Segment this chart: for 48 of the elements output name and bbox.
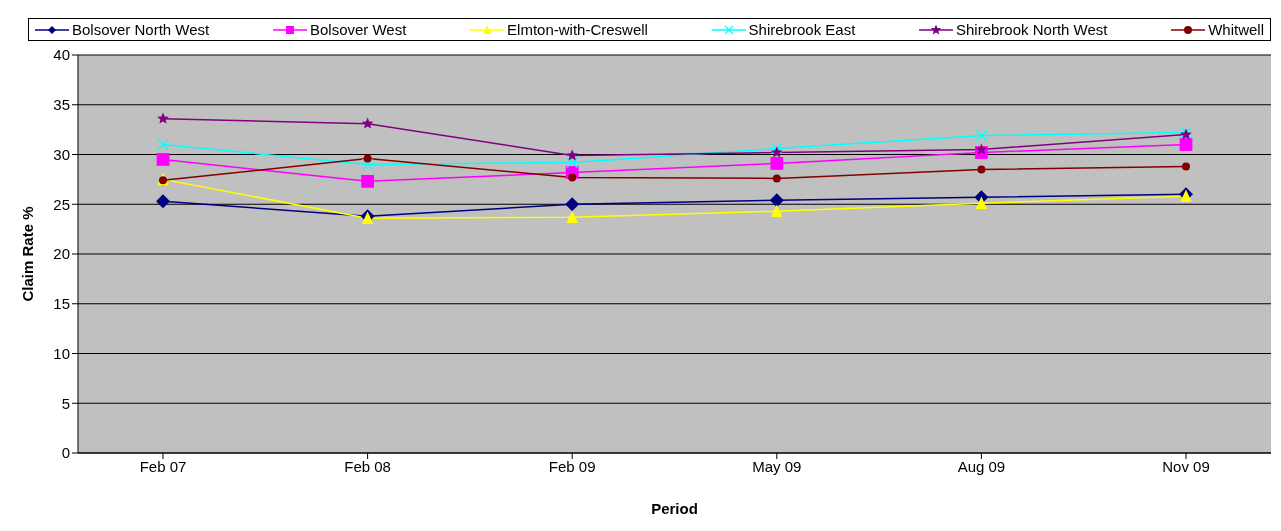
point xyxy=(156,194,170,209)
point xyxy=(977,165,986,174)
legend-label: Elmton-with-Creswell xyxy=(507,21,648,38)
point xyxy=(771,204,783,218)
point xyxy=(568,173,577,182)
point xyxy=(361,174,374,188)
x-tick-label: Feb 09 xyxy=(548,457,596,475)
y-tick-label: 35 xyxy=(53,96,70,114)
point xyxy=(1179,138,1193,151)
point xyxy=(565,197,580,212)
point xyxy=(566,210,578,223)
y-tick-label: 40 xyxy=(53,46,70,64)
y-tick-label: 10 xyxy=(53,344,70,362)
point xyxy=(770,142,783,155)
y-tick-label: 30 xyxy=(53,145,70,163)
legend-label: Bolsover West xyxy=(309,21,407,38)
point xyxy=(772,174,781,183)
point xyxy=(1182,162,1190,171)
point xyxy=(157,138,169,151)
point xyxy=(975,196,988,210)
y-tick-label: 5 xyxy=(61,394,70,412)
x-tick-label: Feb 07 xyxy=(139,457,187,475)
point xyxy=(361,117,374,129)
y-tick-label: 20 xyxy=(53,245,70,263)
y-tick-label: 15 xyxy=(53,295,70,313)
point xyxy=(361,158,374,171)
point xyxy=(566,156,579,169)
legend-label: Shirebrook East xyxy=(748,21,856,38)
legend-label: Whitwell xyxy=(1208,21,1264,38)
y-tick-label: 0 xyxy=(61,444,70,462)
x-tick-label: Nov 09 xyxy=(1162,457,1210,475)
point xyxy=(156,153,170,166)
point xyxy=(566,149,578,161)
x-axis-title: Period xyxy=(651,499,698,517)
point xyxy=(771,146,783,158)
y-tick-label: 25 xyxy=(53,195,70,213)
point xyxy=(975,143,988,155)
x-tick-label: Feb 08 xyxy=(344,457,391,475)
point xyxy=(770,157,784,170)
y-axis-title: Claim Rate % xyxy=(19,206,37,302)
point xyxy=(975,129,988,142)
legend-label: Shirebrook North West xyxy=(956,21,1108,38)
point xyxy=(363,154,372,163)
x-tick-label: Aug 09 xyxy=(957,457,1006,475)
legend-label: Bolsover North West xyxy=(72,21,210,38)
x-tick-label: May 09 xyxy=(752,457,802,475)
point xyxy=(769,193,784,208)
point xyxy=(157,112,169,124)
